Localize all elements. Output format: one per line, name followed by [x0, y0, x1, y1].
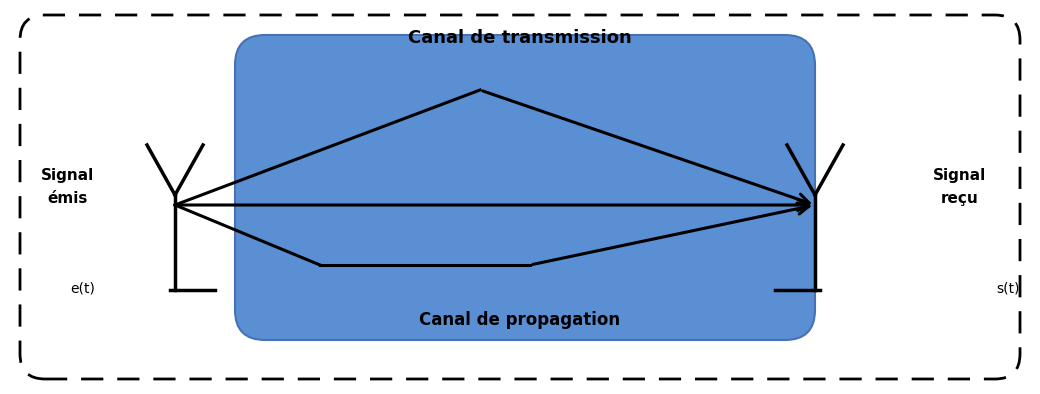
- Text: émis: émis: [48, 191, 88, 206]
- Text: s(t): s(t): [996, 281, 1020, 295]
- Text: e(t): e(t): [70, 281, 95, 295]
- FancyBboxPatch shape: [235, 35, 815, 340]
- Text: reçu: reçu: [941, 191, 979, 206]
- Text: Signal: Signal: [933, 167, 987, 182]
- Text: Signal: Signal: [42, 167, 95, 182]
- Text: Canal de transmission: Canal de transmission: [408, 29, 632, 47]
- Text: Canal de propagation: Canal de propagation: [419, 311, 621, 329]
